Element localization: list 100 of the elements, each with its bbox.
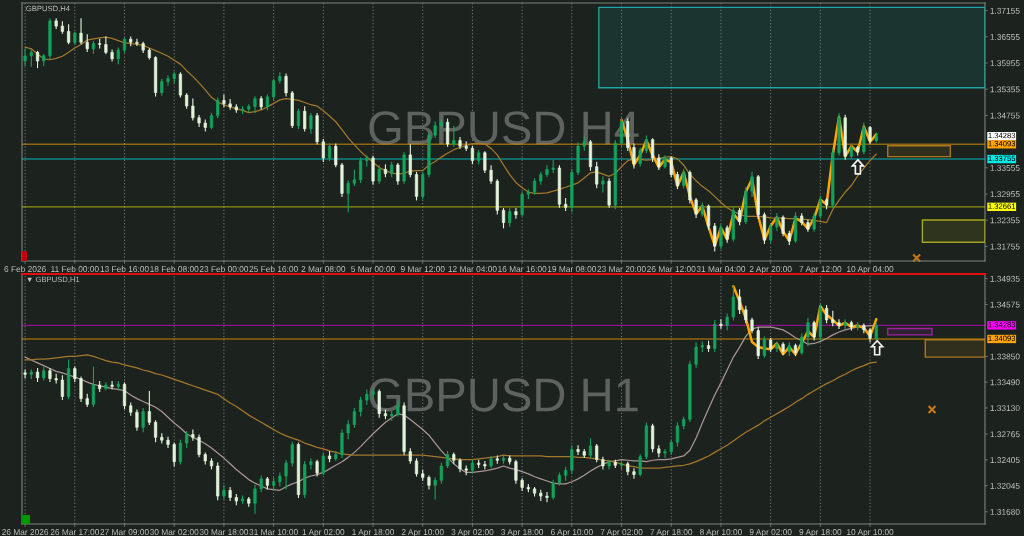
candlestick [228,98,232,110]
candlestick [321,452,325,476]
candlestick [309,458,313,470]
candlestick [346,180,350,213]
x-tick-label: 26 Mar 17:00 [50,529,100,535]
candlestick [651,138,655,163]
x-tick-label: 3 Apr 18:00 [501,529,544,536]
candlestick [396,163,400,185]
candlestick [421,171,425,200]
candlestick [178,439,183,465]
y-tick-label: 1.33130 [990,405,1020,412]
line-series [732,284,878,356]
candlestick [483,461,487,470]
x-tick-label: 9 Mar 12:00 [400,266,445,272]
candlestick [191,98,195,121]
x-tick-label: 2 Mar 08:00 [301,266,346,272]
candlestick [632,143,636,169]
candlestick [359,157,363,183]
x-tick-label: 19 Mar 08:00 [547,266,597,272]
x-tick-label: 6 Apr 10:00 [550,529,593,536]
x-tick-label: 13 Feb 16:00 [100,265,149,272]
candlestick [588,438,593,458]
y-tick-label: 1.33850 [990,353,1020,360]
candlestick [79,18,83,45]
candlestick [806,317,810,347]
candlestick [520,191,524,217]
candlestick [79,376,83,403]
candlestick [570,445,574,474]
x-tick-label: 16 Mar 16:00 [498,266,547,272]
x-tick-label: 5 Mar 00:00 [351,266,395,272]
candlestick [60,375,64,400]
candlestick [172,442,176,467]
candlestick [290,441,294,467]
candlestick [719,319,723,329]
y-tick-label: 1.32765 [990,431,1020,438]
candlestick [110,380,114,390]
y-tick-label: 1.35355 [990,86,1020,93]
candlestick [303,106,307,132]
candlestick [334,143,338,168]
candlestick [166,75,170,86]
x-tick-label: 30 Mar 18:00 [199,529,249,535]
candlestick [812,320,816,341]
candlestick [147,390,151,425]
x-tick-label: 3 Apr 02:00 [451,529,494,536]
candlestick [23,48,27,66]
x-tick-label: 11 Feb 00:00 [51,265,99,272]
y-tick-label: 1.32355 [990,217,1020,224]
x-tick-label: 1 Apr 02:00 [302,529,345,536]
candlestick [272,78,276,101]
line-series [24,354,877,469]
candlestick [222,484,226,500]
candlestick [818,195,822,219]
y-tick-label: 1.31680 [990,509,1020,515]
y-tick-label: 1.33555 [990,165,1020,171]
y-tick-label: 1.36555 [990,34,1020,40]
candlestick [775,341,779,352]
candlestick [545,491,549,503]
x-tick-label: 6 Feb 2026 [4,265,46,272]
y-tick-label: 1.32955 [990,191,1020,198]
candlestick [166,436,170,448]
candlestick [675,422,680,447]
candlestick [253,484,257,514]
x-tick-label: 12 Mar 04:00 [448,266,497,272]
x-tick-label: 25 Feb 16:00 [249,265,298,272]
candlestick [340,429,344,458]
x-tick-label: 30 Mar 02:00 [149,529,199,535]
candlestick [576,445,580,456]
candlestick [222,94,226,108]
y-tick-label: 1.33490 [990,379,1020,386]
y-tick-label: 1.34755 [990,112,1020,119]
x-tick-label: 31 Mar 04:00 [696,266,746,272]
x-tick-label: 27 Mar 09:00 [100,529,149,535]
candlestick [104,382,108,391]
candlestick [545,165,549,178]
x-tick-label: 10 Apr 10:00 [847,529,894,536]
candlestick [750,171,754,197]
x-tick-label: 2 Apr 20:00 [749,266,792,274]
x-tick-label: 26 Mar 2026 [2,529,49,535]
candlestick [135,409,139,431]
candlestick [414,171,419,201]
candlestick [321,139,325,163]
candlestick [371,155,375,185]
candlestick [706,204,711,230]
y-tick-label: 1.34575 [990,301,1020,308]
candlestick [762,336,767,358]
x-tick-label: 7 Apr 18:00 [650,529,693,536]
candlestick [67,24,71,45]
x-tick-label: 1 Apr 18:00 [352,529,395,536]
candlestick [153,420,158,443]
candlestick [439,462,443,484]
candlestick [601,176,605,193]
candlestick [352,408,356,428]
x-tick-label: 8 Apr 10:00 [700,529,742,536]
candlestick [713,222,717,252]
y-tick-label: 1.35955 [990,60,1020,67]
candlestick [663,448,667,458]
candlestick [104,36,108,55]
candlestick [122,382,127,410]
x-tick-label: 18 Feb 08:00 [150,265,199,272]
candlestick [800,333,804,355]
